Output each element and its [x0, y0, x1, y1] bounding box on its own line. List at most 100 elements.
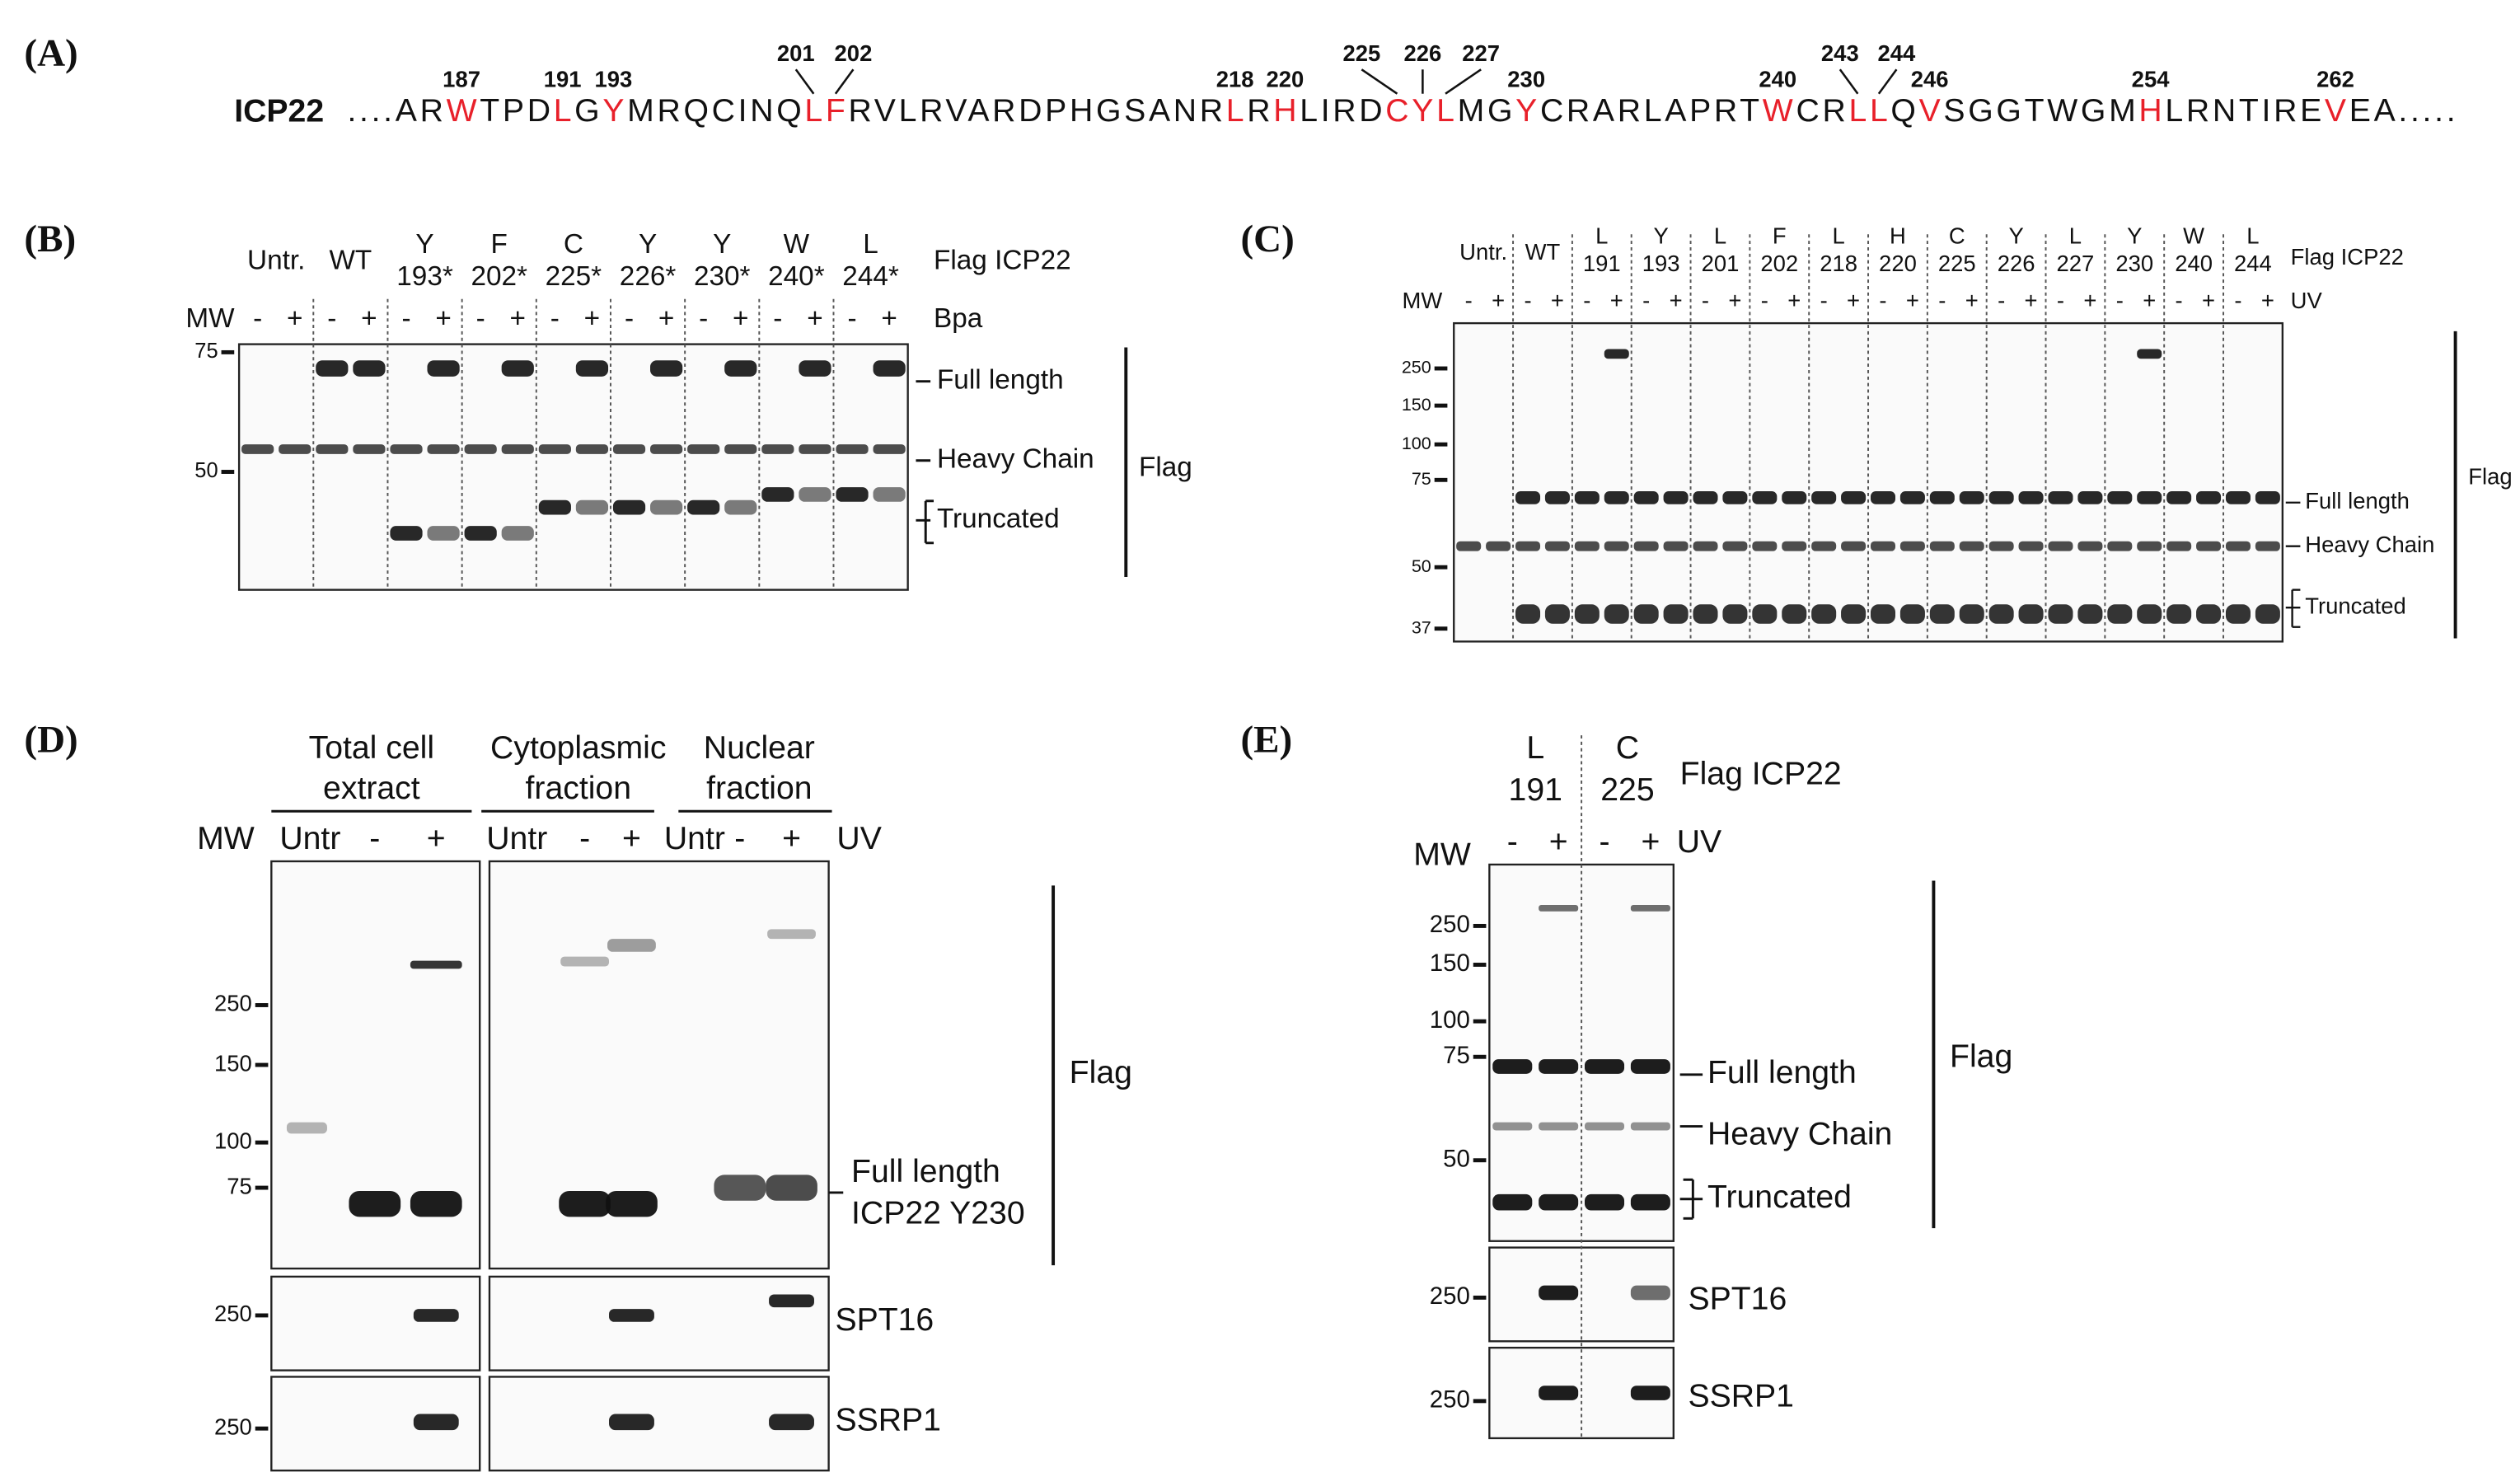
- sequence-segment: LRNTIRE: [2165, 94, 2321, 129]
- band: [2018, 491, 2044, 504]
- band-label: Full length: [2305, 488, 2410, 513]
- treatment-sign: +: [1641, 824, 1660, 860]
- sequence-segment: W: [447, 94, 477, 129]
- band: [1693, 604, 1718, 624]
- panel-label: (C): [1240, 218, 1294, 260]
- band: [761, 444, 794, 454]
- residue-number: 262: [2316, 66, 2354, 91]
- treatment-sign: -: [2176, 288, 2183, 313]
- band-label: ICP22 Y230: [851, 1196, 1025, 1231]
- band-label: Full length: [937, 364, 1064, 395]
- band: [1899, 491, 1925, 504]
- residue-number: 230: [1507, 66, 1545, 91]
- lane-label: 193: [1642, 251, 1680, 276]
- band-label: Full length: [1707, 1055, 1857, 1090]
- band: [1539, 1059, 1579, 1074]
- blot-label: Flag: [1139, 452, 1192, 482]
- sequence-segment: R: [1247, 94, 1270, 129]
- mw-marker: 50: [1412, 556, 1431, 576]
- band: [1811, 491, 1837, 504]
- treatment-sign: -: [1465, 288, 1473, 313]
- treatment-sign: -: [1583, 288, 1590, 313]
- mw-marker: 250: [214, 991, 252, 1016]
- band: [2018, 604, 2044, 624]
- band: [575, 499, 609, 515]
- band: [761, 487, 794, 502]
- treatment-sign: -: [847, 303, 856, 334]
- residue-number: 226: [1403, 40, 1441, 66]
- panel-label: (D): [24, 719, 77, 762]
- sequence-segment: MRQCINQ: [627, 94, 802, 129]
- band: [612, 499, 646, 515]
- lane-label: 191: [1509, 772, 1562, 808]
- lane-label: W: [784, 229, 810, 260]
- treatment-sign: +: [1906, 288, 1919, 313]
- treatment-sign: +: [584, 303, 600, 334]
- band: [687, 499, 720, 515]
- band: [316, 360, 349, 377]
- treatment-sign: +: [1728, 288, 1741, 313]
- lane-label: 244*: [842, 261, 899, 292]
- band: [413, 1309, 459, 1322]
- treatment-sign: -: [550, 303, 560, 334]
- sequence-segment: Y: [1515, 94, 1537, 129]
- treatment-sign: +: [1549, 824, 1568, 860]
- band: [1899, 541, 1925, 551]
- treatment-sign: -: [1642, 288, 1650, 313]
- band: [349, 1190, 401, 1217]
- band: [538, 499, 571, 515]
- lane-label: +: [782, 821, 801, 856]
- band: [501, 360, 534, 377]
- mw-marker: 250: [1430, 911, 1470, 938]
- lane-label: Y: [1653, 223, 1668, 248]
- band: [2107, 541, 2133, 551]
- row-label: Flag ICP22: [934, 245, 1071, 275]
- band: [1929, 541, 1955, 551]
- lane-label: Untr.: [247, 245, 305, 275]
- mw-marker: 150: [214, 1050, 252, 1076]
- band: [427, 360, 460, 377]
- band: [1585, 1122, 1625, 1131]
- protein-name: ICP22: [234, 94, 324, 129]
- band: [836, 444, 869, 454]
- rule: [1838, 68, 1859, 95]
- treatment-sign: -: [1938, 288, 1946, 313]
- treatment-sign: -: [1879, 288, 1886, 313]
- mw-marker: 250: [214, 1414, 252, 1439]
- band-label: Truncated: [1707, 1179, 1852, 1215]
- treatment-sign: +: [881, 303, 897, 334]
- band: [873, 487, 906, 502]
- blot: [237, 343, 909, 591]
- group-label: fraction: [706, 771, 813, 806]
- lane-label: -: [734, 821, 745, 856]
- residue-number: 193: [595, 66, 633, 91]
- band: [1722, 541, 1748, 551]
- lane-label: 193*: [396, 261, 453, 292]
- sequence-segment: L: [1226, 94, 1244, 129]
- band: [1663, 491, 1689, 504]
- band: [1722, 491, 1748, 504]
- mw-marker: 100: [214, 1128, 252, 1153]
- band: [1811, 541, 1837, 551]
- treatment-sign: +: [658, 303, 674, 334]
- lane-label: L: [1595, 223, 1608, 248]
- band: [1782, 604, 1807, 624]
- band: [1539, 1122, 1579, 1131]
- lane-label: -: [369, 821, 380, 856]
- lane-label: 226*: [620, 261, 677, 292]
- band: [1544, 604, 1570, 624]
- blot-name: SSRP1: [1688, 1378, 1794, 1414]
- band-label: Heavy Chain: [2305, 532, 2434, 557]
- band: [1456, 541, 1482, 551]
- lane-label: H: [1890, 223, 1906, 248]
- band: [873, 444, 906, 454]
- band: [1988, 491, 2014, 504]
- band: [2255, 604, 2280, 624]
- lane-label: Untr: [664, 821, 725, 856]
- band: [1585, 1059, 1625, 1074]
- mw-label: MW: [1413, 837, 1471, 872]
- band: [2137, 349, 2162, 359]
- lane-label: 218: [1820, 251, 1857, 276]
- treatment-sign: +: [1787, 288, 1801, 313]
- band: [2196, 491, 2222, 504]
